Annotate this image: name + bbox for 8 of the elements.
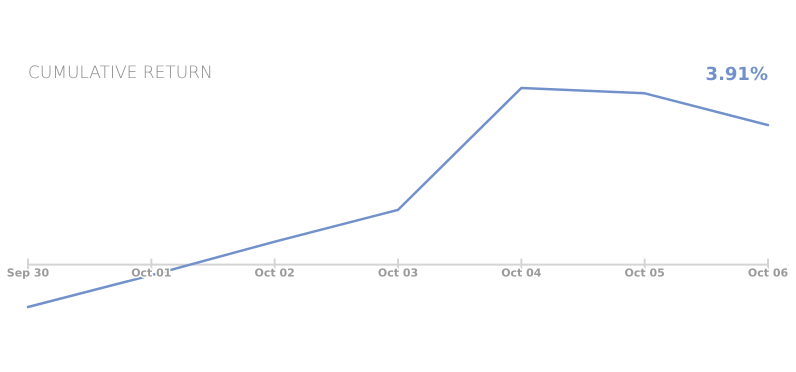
- x-tick-label: Sep 30: [6, 266, 50, 280]
- x-tick-label: Oct 02: [254, 266, 295, 280]
- x-tick-label: Oct 06: [748, 266, 788, 280]
- x-tick-label: Oct 04: [501, 266, 542, 280]
- chart-title: CUMULATIVE RETURN: [28, 63, 213, 83]
- x-tick-label: Oct 05: [624, 266, 665, 280]
- x-tick-label: Oct 03: [378, 266, 418, 280]
- text: 3.91%: [706, 64, 768, 85]
